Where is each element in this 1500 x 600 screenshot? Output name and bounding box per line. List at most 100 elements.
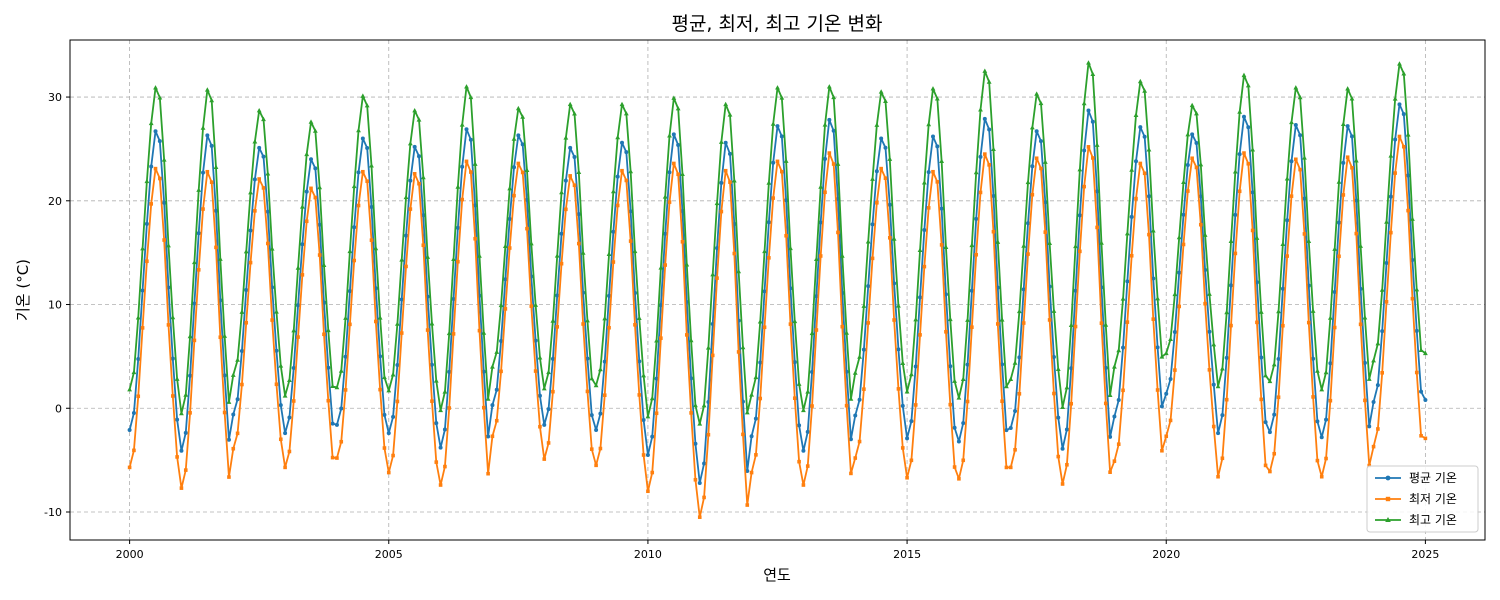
series-3-point-238 [1155, 295, 1160, 301]
series-2-point-255 [1229, 323, 1233, 328]
series-3-point-202 [999, 317, 1005, 322]
series-2-point-69 [425, 328, 430, 332]
series-1-point-168 [853, 413, 858, 418]
series-2-point-118 [637, 393, 642, 397]
series-3-point-99 [554, 253, 560, 258]
series-3-point-118 [636, 315, 642, 321]
series-3-point-264 [1267, 378, 1273, 384]
series-3-point-260 [1250, 147, 1256, 152]
series-3-point-221 [1081, 100, 1087, 106]
series-2-point-166 [844, 403, 849, 408]
series-1-point-167 [848, 437, 853, 442]
series-1-point-146 [758, 360, 763, 365]
series-2-point-291 [1384, 299, 1389, 304]
series-2-point-163 [831, 162, 836, 166]
series-2-point-268 [1285, 254, 1289, 258]
series-3-point-230 [1120, 296, 1126, 301]
series-2-point-214 [1052, 391, 1056, 396]
series-3-point-194 [965, 317, 970, 322]
series-2-point-194 [965, 399, 970, 404]
series-1-point-195 [969, 288, 974, 293]
series-3-point-236 [1146, 147, 1152, 152]
series-1-point-55 [365, 145, 370, 150]
series-1-point-86 [499, 338, 504, 343]
series-3-point-100 [559, 189, 564, 195]
series-2-point-257 [1237, 189, 1242, 194]
series-2-point-90 [516, 161, 521, 166]
series-3-point-71 [433, 378, 439, 383]
series-3-point-2 [135, 315, 141, 320]
series-3-point-297 [1410, 216, 1415, 221]
series-1-point-255 [1229, 283, 1234, 288]
series-1-point-218 [1069, 366, 1074, 371]
series-2-point-26 [240, 382, 244, 387]
series-2-point-180 [905, 475, 909, 480]
y-axis-ticks: -10 0 10 20 30 [44, 91, 70, 519]
series-1-point-103 [572, 155, 577, 160]
series-1-point-151 [779, 134, 784, 139]
series-1-point-154 [792, 360, 797, 365]
series-1-point-184 [922, 228, 927, 233]
series-3-point-8 [161, 157, 167, 162]
series-2-point-0 [127, 465, 132, 470]
x-tick-label-2020: 2020 [1152, 548, 1180, 561]
series-1-point-284 [1354, 198, 1359, 203]
series-2-point-276 [1319, 474, 1324, 479]
series-3-point-165 [839, 253, 845, 258]
series-2-point-297 [1410, 296, 1415, 301]
series-3-point-142 [740, 344, 746, 350]
series-3-point-207 [1021, 243, 1027, 248]
series-2-point-285 [1358, 322, 1363, 327]
series-3-point-201 [995, 239, 1001, 244]
series-2-point-152 [784, 233, 788, 238]
series-3-point-213 [1047, 240, 1053, 245]
series-1-point-67 [416, 154, 421, 159]
series-3-point-19 [209, 97, 215, 103]
series-2-point-139 [728, 180, 732, 184]
series-2-point-236 [1147, 232, 1151, 237]
series-3-point-90 [515, 105, 521, 111]
series-1-point-120 [645, 452, 650, 457]
series-1-point-287 [1367, 424, 1372, 429]
series-1-point-11 [175, 417, 180, 422]
series-3-point-265 [1271, 361, 1277, 367]
series-3-point-184 [921, 180, 927, 185]
series-2-point-59 [382, 446, 387, 450]
series-2-point-130 [689, 411, 693, 415]
series-2-point-187 [935, 180, 940, 184]
series-1-point-89 [512, 165, 517, 170]
series-3-point-293 [1392, 96, 1398, 101]
x-axis-title: 연도 [763, 566, 791, 584]
series-3-point-241 [1168, 336, 1173, 341]
series-1-point-101 [563, 178, 568, 183]
series-2-point-216 [1060, 482, 1065, 486]
series-2-point-83 [486, 471, 490, 476]
series-2-point-202 [1000, 399, 1004, 403]
series-2-point-71 [434, 460, 439, 464]
series-1-point-132 [697, 480, 702, 485]
series-1-point-94 [533, 338, 538, 343]
series-1-point-82 [481, 369, 486, 374]
series-3-point-284 [1353, 158, 1359, 163]
series-2-point-174 [879, 166, 883, 171]
series-2-point-5 [149, 202, 154, 206]
series-2-point-270 [1294, 157, 1298, 162]
series-3-point-273 [1306, 238, 1312, 244]
series-1-point-216 [1060, 446, 1065, 451]
series-2-point-33 [270, 318, 274, 322]
series-1-point-42 [309, 157, 314, 162]
series-2-point-1 [132, 448, 136, 453]
series-3-point-25 [235, 357, 240, 362]
series-2-point-199 [987, 163, 991, 167]
series-3-point-233 [1133, 112, 1139, 117]
series-3-point-214 [1051, 308, 1057, 313]
series-2-point-229 [1116, 442, 1121, 446]
series-1-point-107 [589, 413, 594, 418]
series-2-point-13 [183, 468, 188, 472]
series-2-point-204 [1008, 465, 1013, 470]
series-2-point-239 [1160, 448, 1164, 453]
series-2-point-224 [1095, 225, 1099, 230]
series-2-point-67 [417, 181, 421, 186]
series-1-point-75 [451, 296, 456, 301]
x-axis-ticks: 2000 2005 2010 2015 2020 2025 [116, 540, 1439, 561]
